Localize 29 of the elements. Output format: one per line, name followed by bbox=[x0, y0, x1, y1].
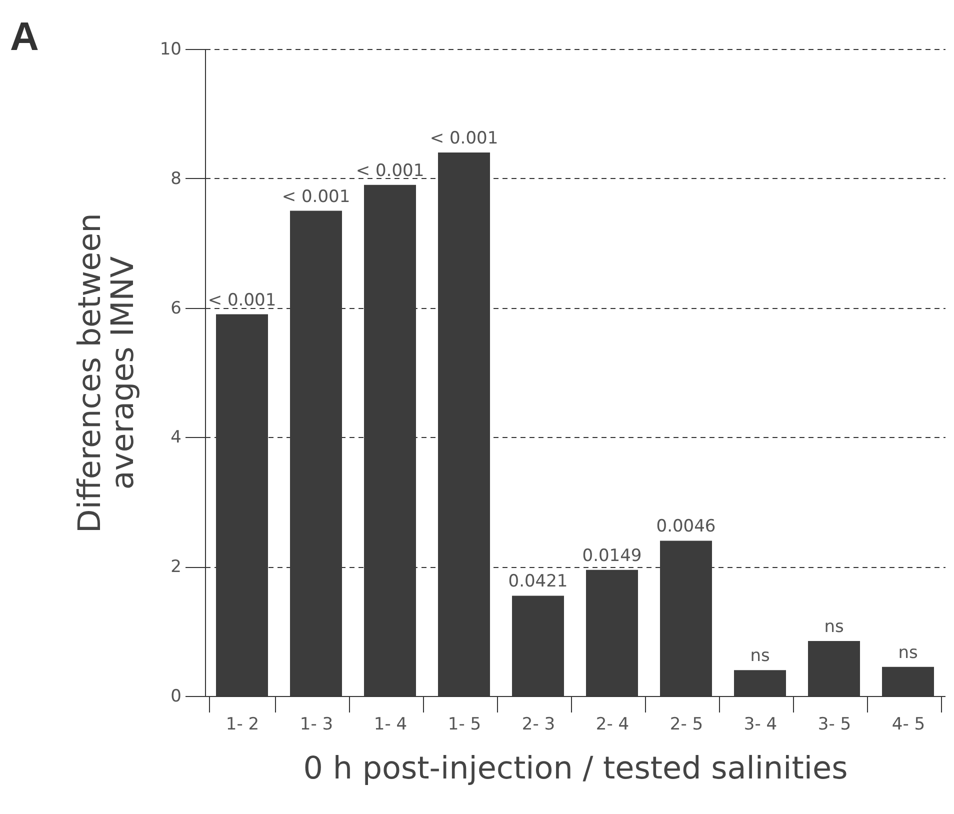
x-tick-label: 1- 2 bbox=[226, 714, 260, 734]
x-tick-label: 1- 5 bbox=[448, 714, 482, 734]
text: A bbox=[10, 15, 39, 59]
x-tick-label: 1- 4 bbox=[374, 714, 408, 734]
y-tick-label: 8 bbox=[170, 168, 182, 189]
y-axis-title: Differences between averages IMNV bbox=[72, 213, 141, 533]
x-tick-label: 3- 5 bbox=[818, 714, 852, 734]
annotation: < 0.001 bbox=[282, 186, 350, 207]
y-tick-label: 0 bbox=[170, 686, 182, 706]
y-tick-label: 2 bbox=[170, 557, 182, 578]
annotation: ns bbox=[750, 646, 770, 666]
y-tick-label: 6 bbox=[170, 298, 182, 318]
annotation: < 0.001 bbox=[356, 160, 424, 181]
y-tick-label: 4 bbox=[170, 428, 182, 448]
annotation: ns bbox=[898, 642, 918, 663]
x-tick-label: 4- 5 bbox=[892, 714, 926, 734]
x-tick-label: 2- 5 bbox=[670, 714, 704, 734]
x-tick-label: 1- 3 bbox=[300, 714, 334, 734]
annotation: 0.0149 bbox=[582, 546, 642, 566]
annotation: < 0.001 bbox=[430, 128, 498, 149]
annotation: 0.0421 bbox=[508, 572, 568, 592]
annotation: ns bbox=[824, 617, 844, 638]
x-tick-label: 2- 4 bbox=[596, 714, 630, 734]
x-axis-title: 0 h post-injection / tested salinities bbox=[303, 750, 848, 786]
annotation: 0.0046 bbox=[656, 516, 716, 537]
x-tick-label: 3- 4 bbox=[744, 714, 778, 734]
y-tick-label: 10 bbox=[160, 40, 182, 60]
annotation: < 0.001 bbox=[208, 290, 276, 310]
x-tick-label: 2- 3 bbox=[522, 714, 556, 734]
